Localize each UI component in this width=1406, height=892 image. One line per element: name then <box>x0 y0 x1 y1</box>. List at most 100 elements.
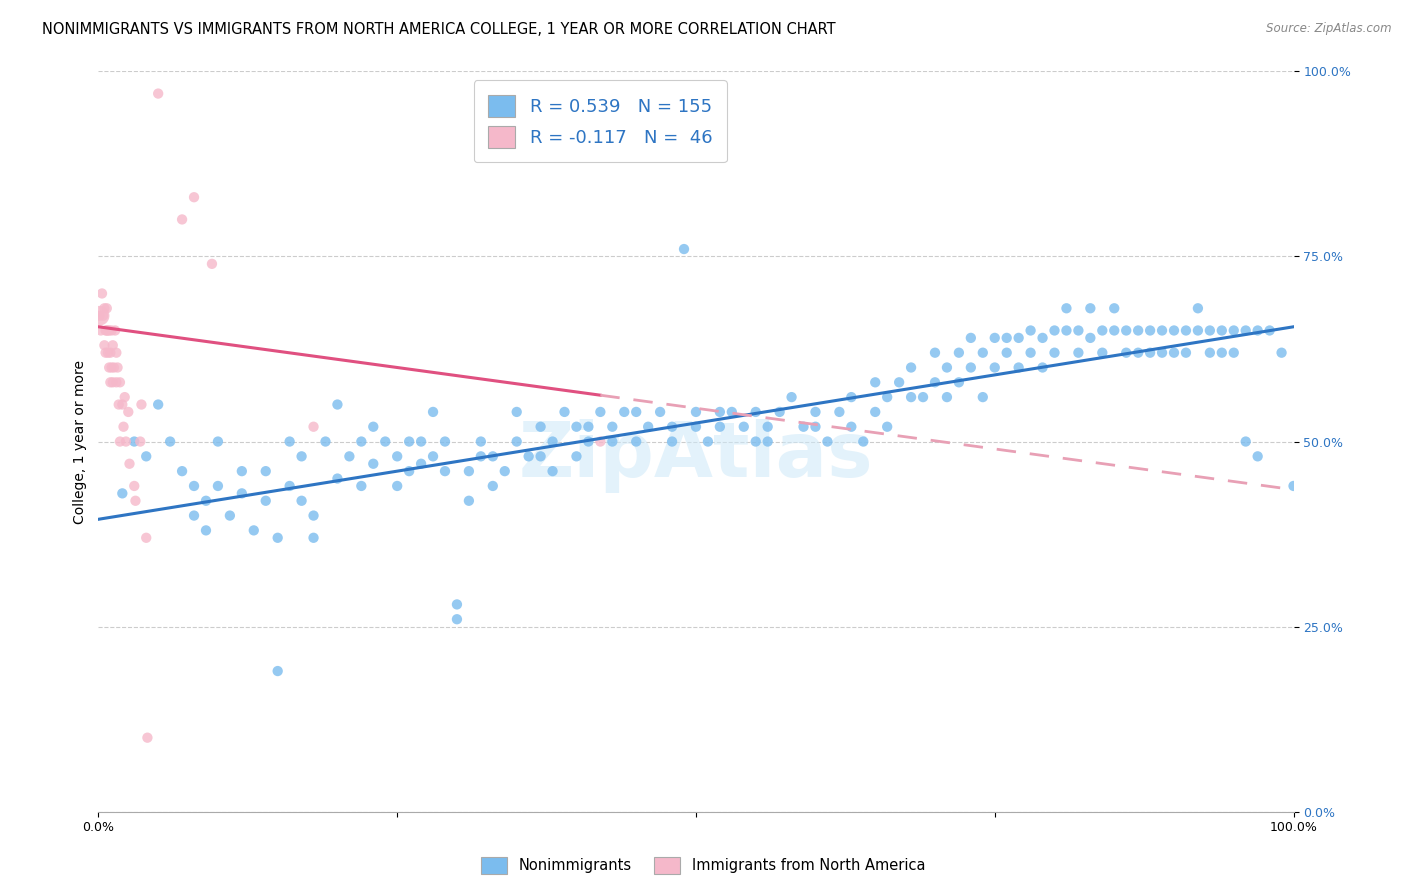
Point <box>889 376 911 390</box>
Point <box>1043 324 1066 338</box>
Point <box>1128 345 1150 359</box>
Point <box>108 376 131 390</box>
Point <box>541 434 564 449</box>
Point <box>1056 324 1078 338</box>
Point <box>434 434 457 449</box>
Legend: R = 0.539   N = 155, R = -0.117   N =  46: R = 0.539 N = 155, R = -0.117 N = 46 <box>474 80 727 162</box>
Point <box>1139 345 1161 359</box>
Point <box>613 405 636 419</box>
Point <box>948 345 970 359</box>
Point <box>434 464 457 478</box>
Point <box>231 486 253 500</box>
Point <box>685 405 707 419</box>
Point <box>89 309 111 323</box>
Point <box>1128 324 1150 338</box>
Point <box>995 331 1018 345</box>
Point <box>876 419 898 434</box>
Point <box>948 376 970 390</box>
Point <box>458 493 481 508</box>
Point <box>530 419 553 434</box>
Point <box>865 405 887 419</box>
Point <box>709 405 731 419</box>
Point <box>828 405 851 419</box>
Point <box>118 457 141 471</box>
Point <box>98 360 121 375</box>
Point <box>254 464 277 478</box>
Y-axis label: College, 1 year or more: College, 1 year or more <box>73 359 87 524</box>
Text: NONIMMIGRANTS VS IMMIGRANTS FROM NORTH AMERICA COLLEGE, 1 YEAR OR MORE CORRELATI: NONIMMIGRANTS VS IMMIGRANTS FROM NORTH A… <box>42 22 835 37</box>
Point <box>94 324 117 338</box>
Point <box>673 242 696 256</box>
Point <box>1187 301 1209 316</box>
Point <box>339 450 361 464</box>
Point <box>1008 360 1031 375</box>
Point <box>637 419 659 434</box>
Point <box>697 434 720 449</box>
Point <box>1258 324 1281 338</box>
Point <box>267 664 290 678</box>
Point <box>93 301 115 316</box>
Point <box>219 508 242 523</box>
Point <box>267 531 290 545</box>
Point <box>661 434 683 449</box>
Point <box>148 87 170 101</box>
Point <box>115 434 138 449</box>
Point <box>911 390 934 404</box>
Point <box>470 434 492 449</box>
Point <box>1152 345 1174 359</box>
Point <box>1139 324 1161 338</box>
Point <box>626 434 648 449</box>
Point <box>1163 345 1185 359</box>
Point <box>530 450 553 464</box>
Point <box>100 360 122 375</box>
Point <box>578 419 600 434</box>
Point <box>291 493 314 508</box>
Point <box>112 419 135 434</box>
Point <box>374 434 396 449</box>
Point <box>1043 345 1066 359</box>
Point <box>1282 479 1305 493</box>
Point <box>1091 345 1114 359</box>
Point <box>960 360 983 375</box>
Point <box>103 360 125 375</box>
Point <box>108 434 131 449</box>
Point <box>111 398 134 412</box>
Point <box>685 419 707 434</box>
Point <box>780 390 803 404</box>
Point <box>302 508 325 523</box>
Point <box>1067 324 1090 338</box>
Point <box>124 434 146 449</box>
Point <box>745 434 768 449</box>
Point <box>98 376 122 390</box>
Point <box>852 434 875 449</box>
Point <box>107 398 129 412</box>
Point <box>94 345 117 359</box>
Point <box>1115 324 1137 338</box>
Point <box>1091 324 1114 338</box>
Point <box>363 457 385 471</box>
Point <box>841 390 863 404</box>
Point <box>90 324 112 338</box>
Point <box>411 457 433 471</box>
Point <box>172 464 194 478</box>
Point <box>936 390 959 404</box>
Point <box>1104 324 1126 338</box>
Point <box>129 434 152 449</box>
Point <box>589 434 612 449</box>
Point <box>446 612 468 626</box>
Point <box>565 419 588 434</box>
Point <box>972 345 994 359</box>
Point <box>1234 324 1257 338</box>
Point <box>565 450 588 464</box>
Point <box>302 419 325 434</box>
Point <box>804 405 827 419</box>
Point <box>107 360 129 375</box>
Point <box>733 419 755 434</box>
Point <box>470 450 492 464</box>
Point <box>1175 324 1198 338</box>
Point <box>350 434 373 449</box>
Point <box>91 286 114 301</box>
Point <box>96 301 118 316</box>
Point <box>1152 324 1174 338</box>
Point <box>924 345 946 359</box>
